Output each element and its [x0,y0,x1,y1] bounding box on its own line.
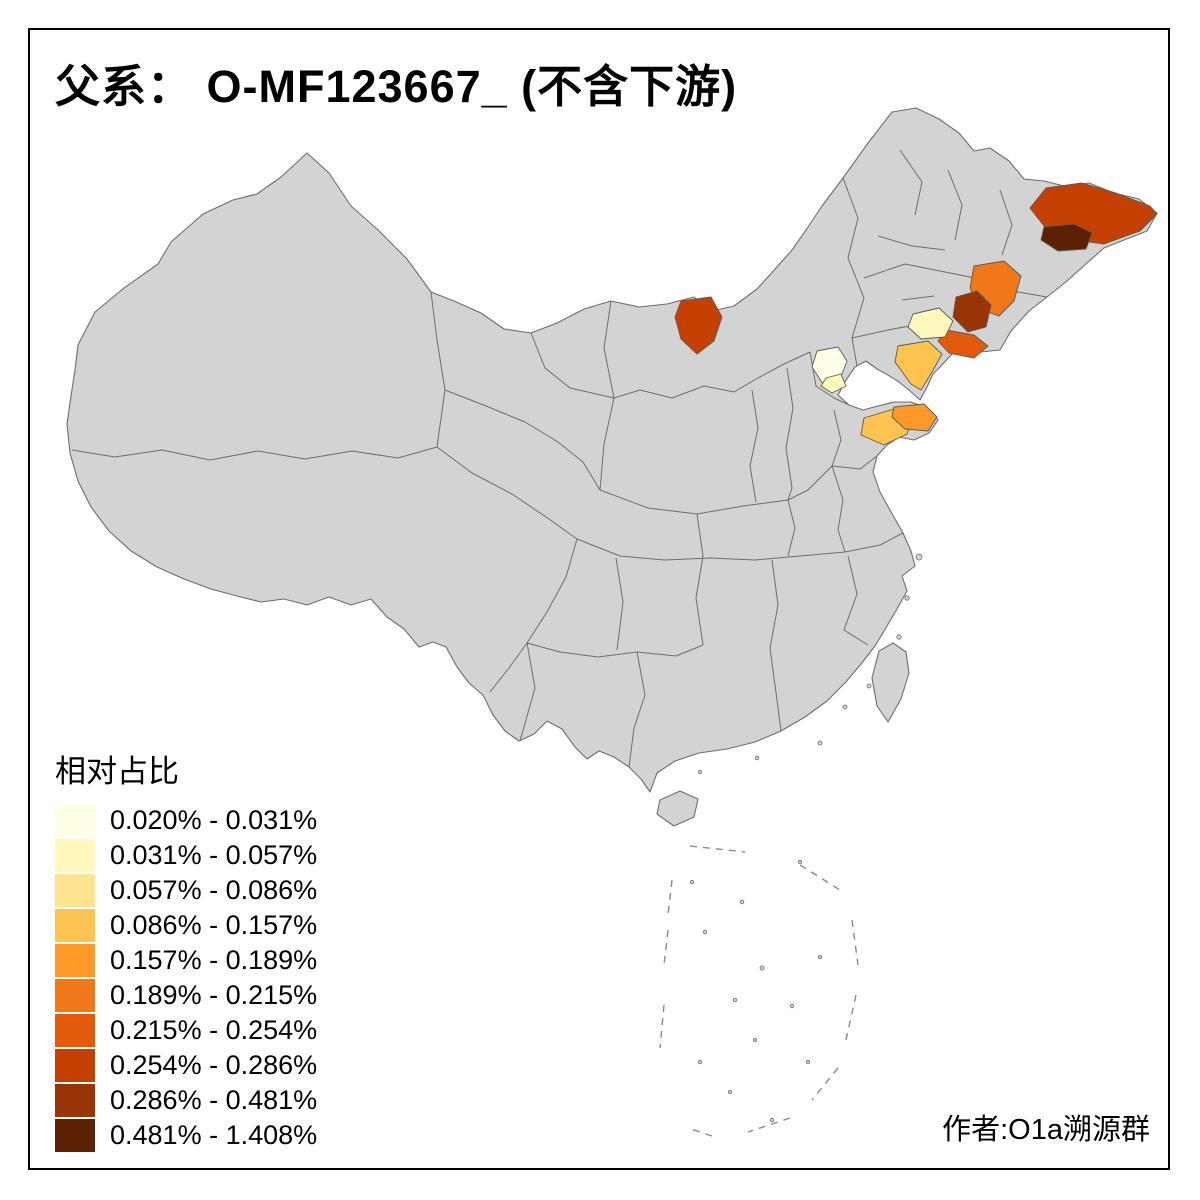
legend-swatch [55,979,95,1012]
legend-label: 0.215% - 0.254% [110,1015,318,1045]
legend-row: 0.020% - 0.031% [55,803,317,838]
sea-islet [798,860,803,865]
coastal-islet [842,704,848,710]
legend-label: 0.086% - 0.157% [110,910,318,940]
legend-row: 0.189% - 0.215% [55,978,317,1013]
south-china-sea-islets [690,860,823,1123]
colored-region-8 [674,296,723,355]
legend: 相对占比 0.020% - 0.031% 0.031% - 0.057% 0.057… [55,746,317,1153]
coastal-islet [697,769,703,775]
legend-swatch [55,874,95,907]
sea-islet [818,955,823,960]
sea-islet [769,1117,775,1123]
hainan-island [656,790,699,827]
legend-swatch [55,1084,95,1117]
sea-islet [789,1003,795,1009]
legend-row: 0.481% - 1.408% [55,1118,317,1153]
sea-islet [759,965,765,971]
coastal-islet [904,595,910,601]
sea-islet [739,899,745,905]
legend-items: 0.020% - 0.031% 0.031% - 0.057% 0.057% - 0… [55,803,317,1153]
province-borders [71,149,1048,768]
coastal-islet [754,755,760,761]
sea-islet [697,1059,703,1065]
colored-region-7 [894,340,943,391]
islands [656,553,923,827]
legend-row: 0.086% - 0.157% [55,908,317,943]
attribution: 作者:O1a溯源群 [942,1114,1150,1146]
legend-swatch [55,1014,95,1047]
legend-label: 0.057% - 0.086% [110,875,318,905]
legend-swatch [55,944,95,977]
legend-label: 0.031% - 0.057% [110,840,318,870]
mainland-landmass [66,107,1158,793]
legend-title: 相对占比 [55,754,179,789]
legend-label: 0.189% - 0.215% [110,980,318,1010]
figure-title: 父系： O-MF123667_ (不含下游) [55,61,738,112]
colored-region-4 [952,290,992,333]
colored-region-2 [1040,223,1093,252]
legend-label: 0.254% - 0.286% [110,1050,318,1080]
south-china-sea-boundary [659,845,859,1137]
legend-swatch [55,909,95,942]
coastal-islet [866,683,872,689]
legend-swatch [55,1049,95,1082]
highlighted-regions [674,182,1158,446]
colored-region-12 [891,403,938,432]
taiwan-island [871,642,910,723]
coastal-islet [817,740,823,746]
colored-region-10 [820,373,847,394]
legend-row: 0.031% - 0.057% [55,838,317,873]
legend-row: 0.215% - 0.254% [55,1013,317,1048]
legend-row: 0.286% - 0.481% [55,1083,317,1118]
legend-label: 0.157% - 0.189% [110,945,318,975]
legend-swatch [55,839,95,872]
colored-region-6 [907,307,954,340]
legend-label: 0.481% - 1.408% [110,1120,318,1150]
coastal-islet [896,634,902,640]
sea-islet [753,1038,758,1043]
legend-label: 0.020% - 0.031% [110,805,318,835]
legend-swatch [55,1119,95,1152]
legend-row: 0.157% - 0.189% [55,943,317,978]
legend-row: 0.254% - 0.286% [55,1048,317,1083]
nine-dash-line [659,845,859,1137]
sea-islet [806,1060,811,1065]
colored-region-5 [937,329,989,359]
legend-row: 0.057% - 0.086% [55,873,317,908]
sea-islet [702,929,708,935]
legend-swatch [55,804,95,837]
sea-islet [690,880,695,885]
province-border-lines [71,149,1048,768]
sea-islet [728,1090,733,1095]
legend-label: 0.286% - 0.481% [110,1085,318,1115]
sea-islet [733,998,738,1003]
mainland-outline [66,107,1158,793]
coastal-islet [915,553,923,561]
